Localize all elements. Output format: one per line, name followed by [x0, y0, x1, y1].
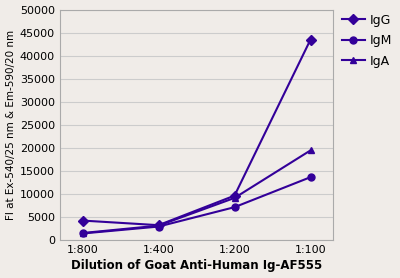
- X-axis label: Dilution of Goat Anti-Human Ig-AF555: Dilution of Goat Anti-Human Ig-AF555: [71, 259, 322, 272]
- IgM: [232, 205, 237, 209]
- IgG: [80, 219, 85, 222]
- IgA: [308, 149, 313, 152]
- IgG: [156, 224, 161, 227]
- Line: IgA: IgA: [79, 147, 314, 237]
- IgA: [80, 231, 85, 235]
- Line: IgM: IgM: [79, 174, 314, 237]
- IgM: [80, 232, 85, 235]
- Y-axis label: FI at Ex-540/25 nm & Em-590/20 nm: FI at Ex-540/25 nm & Em-590/20 nm: [6, 30, 16, 220]
- IgA: [232, 196, 237, 200]
- IgG: [232, 194, 237, 197]
- IgG: [308, 38, 313, 41]
- Line: IgG: IgG: [79, 36, 314, 229]
- IgA: [156, 224, 161, 227]
- IgM: [308, 175, 313, 179]
- IgM: [156, 225, 161, 228]
- Legend: IgG, IgM, IgA: IgG, IgM, IgA: [340, 11, 394, 70]
